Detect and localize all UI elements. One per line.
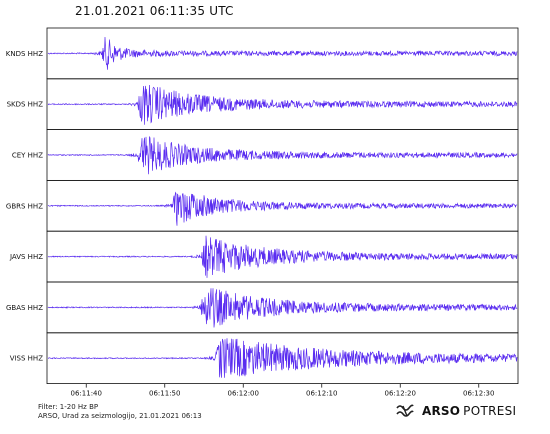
waveform-trace	[47, 338, 518, 378]
chart-title: 21.01.2021 06:11:35 UTC	[75, 4, 234, 18]
station-label: CEY HHZ	[12, 152, 43, 160]
waveform-trace	[47, 235, 518, 278]
arso-logo: ARSO POTRESI	[396, 402, 516, 420]
x-tick-label: 06:12:10	[306, 390, 337, 398]
x-tick-label: 06:12:20	[385, 390, 416, 398]
station-label: GBAS HHZ	[6, 304, 43, 312]
waveform-trace	[47, 288, 518, 328]
station-label: GBRS HHZ	[6, 202, 43, 210]
x-tick-label: 06:11:50	[149, 390, 180, 398]
station-label: SKDS HHZ	[7, 101, 44, 109]
credit-info: ARSO, Urad za seizmologijo, 21.01.2021 0…	[38, 412, 202, 420]
logo-brand: ARSO	[422, 404, 461, 418]
footer: Filter: 1-20 Hz BP ARSO, Urad za seizmol…	[38, 403, 202, 421]
x-tick-label: 06:11:40	[71, 390, 102, 398]
station-label: VISS HHZ	[10, 355, 43, 363]
waveform-trace	[47, 36, 518, 70]
station-label: KNDS HHZ	[6, 50, 43, 58]
seismogram-plot: KNDS HHZ SKDS HHZ CEY HHZ GBRS HHZ JAVS HHZ G…	[6, 27, 519, 398]
logo-brand-suffix: POTRESI	[463, 404, 517, 418]
waveform-trace	[47, 191, 518, 226]
station-label: JAVS HHZ	[9, 253, 43, 261]
filter-info: Filter: 1-20 Hz BP	[38, 403, 99, 411]
trace-panel	[46, 332, 519, 384]
x-tick-label: 06:12:00	[228, 390, 259, 398]
waveform-trace	[47, 84, 518, 125]
x-tick-label: 06:12:30	[463, 390, 494, 398]
arso-wave-icon	[396, 404, 414, 417]
waveform-trace	[47, 136, 518, 175]
